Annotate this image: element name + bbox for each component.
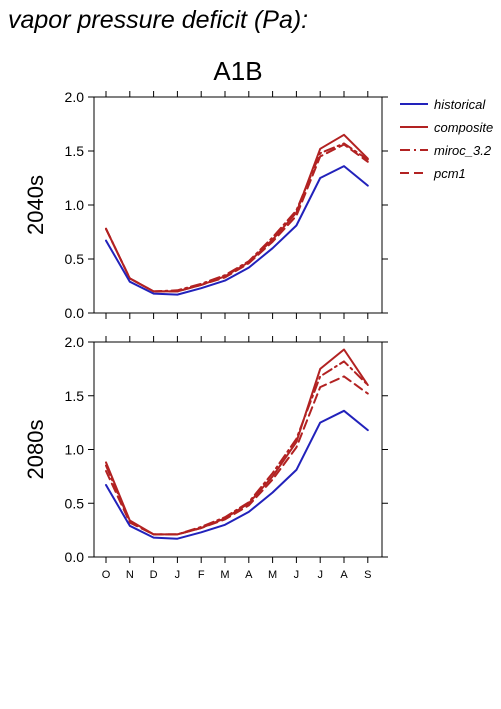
- x-tick-label: F: [198, 569, 205, 581]
- y-tick-label: 2.0: [65, 89, 85, 105]
- x-tick-label: J: [294, 569, 300, 581]
- series-line-miroc_3.2: [105, 142, 369, 293]
- x-tick-label: M: [268, 569, 277, 581]
- panel-2040s: 0.0 0.5 1.0 1.5 2.0 2040s: [23, 89, 388, 321]
- y-tick-label: 0.5: [65, 495, 85, 511]
- series-line-pcm1: [105, 375, 369, 536]
- y-tick-label: 0.0: [65, 305, 85, 321]
- page-title: vapor pressure deficit (Pa):: [8, 6, 309, 34]
- x-tick-label: J: [317, 569, 323, 581]
- x-tick-label: N: [126, 569, 134, 581]
- panel-label-2040s: 2040s: [23, 175, 48, 235]
- legend-label-historical: historical: [434, 97, 486, 112]
- x-tick-label: A: [340, 569, 348, 581]
- y-tick-label: 0.5: [65, 251, 85, 267]
- series-line-pcm1: [105, 143, 369, 293]
- y-tick-label: 1.5: [65, 143, 85, 159]
- y-tick-label: 1.0: [65, 197, 85, 213]
- x-tick-label: D: [150, 569, 158, 581]
- y-tick-label: 0.0: [65, 549, 85, 565]
- x-tick-label: J: [175, 569, 181, 581]
- series-line-miroc_3.2: [105, 360, 369, 536]
- chart-title: A1B: [213, 56, 263, 86]
- y-tick-label: 1.5: [65, 388, 85, 404]
- series-line-historical: [105, 409, 369, 540]
- series-line-historical: [105, 165, 369, 296]
- panel-label-2080s: 2080s: [23, 420, 48, 480]
- plot-frame: [93, 96, 383, 314]
- panel-2080s: 0.0 0.5 1.0 1.5 2.0 O N D J F M A M J J A S 2080s: [23, 334, 388, 581]
- series-line-composite: [105, 348, 369, 536]
- legend: historical composite miroc_3.2 pcm1: [400, 97, 493, 181]
- legend-label-composite: composite: [434, 120, 493, 135]
- x-tick-label: S: [364, 569, 371, 581]
- legend-label-miroc_3.2: miroc_3.2: [434, 143, 492, 158]
- y-tick-label: 1.0: [65, 442, 85, 458]
- x-tick-label: O: [102, 569, 111, 581]
- x-tick-label: M: [220, 569, 229, 581]
- y-tick-label: 2.0: [65, 334, 85, 350]
- x-tick-label: A: [245, 569, 253, 581]
- legend-label-pcm1: pcm1: [433, 166, 466, 181]
